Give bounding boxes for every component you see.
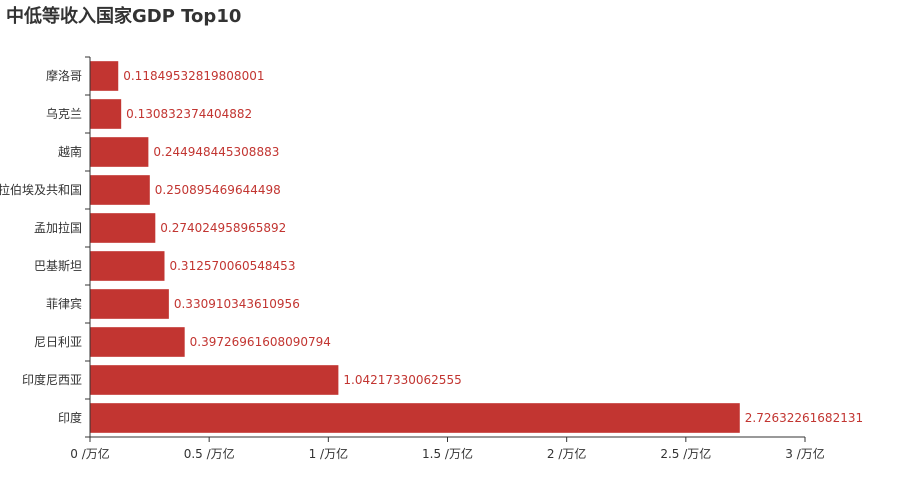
x-tick-label: 1 /万亿: [309, 446, 349, 461]
x-tick-label: 0.5 /万亿: [184, 446, 235, 461]
bar-value-label: 0.130832374404882: [126, 107, 252, 121]
category-label: 越南: [58, 144, 82, 159]
bar-value-label: 1.04217330062555: [343, 373, 461, 387]
bar-value-label: 0.39726961608090794: [190, 335, 331, 349]
y-axis: 摩洛哥乌克兰越南阿拉伯埃及共和国孟加拉国巴基斯坦菲律宾尼日利亚印度尼西亚印度: [0, 56, 91, 438]
category-label: 印度: [58, 410, 82, 425]
bar-value-label: 0.244948445308883: [153, 145, 279, 159]
category-label: 阿拉伯埃及共和国: [0, 182, 82, 197]
bar-value-label: 2.72632261682131: [745, 411, 863, 425]
x-tick-label: 0 /万亿: [70, 446, 110, 461]
x-tick-label: 2.5 /万亿: [660, 446, 711, 461]
bar: [90, 61, 119, 91]
bar: [90, 327, 185, 357]
bar: [90, 403, 740, 433]
bar: [90, 175, 150, 205]
category-label: 尼日利亚: [34, 335, 82, 349]
category-label: 乌克兰: [46, 106, 82, 121]
bar: [90, 137, 149, 167]
x-axis: 0 /万亿 0.5 /万亿 1 /万亿 1.5 /万亿 2 /万亿 2.5 /万亿 3 /万…: [70, 436, 825, 461]
category-label: 菲律宾: [46, 296, 82, 311]
category-label: 印度尼西亚: [22, 372, 82, 387]
x-tick-label: 1.5 /万亿: [422, 446, 473, 461]
bar: [90, 251, 165, 281]
bar-value-label: 0.330910343610956: [174, 297, 300, 311]
bars-group: 0.11849532819808001 0.130832374404882 0.24…: [90, 61, 863, 433]
x-tick-label: 3 /万亿: [785, 446, 825, 461]
category-label: 孟加拉国: [34, 220, 82, 235]
bar: [90, 289, 169, 319]
bar-value-label: 0.274024958965892: [160, 221, 286, 235]
chart-title: 中低等收入国家GDP Top10: [6, 6, 242, 27]
x-tick-label: 2 /万亿: [547, 446, 587, 461]
category-label: 摩洛哥: [46, 68, 82, 83]
bar-value-label: 0.312570060548453: [169, 259, 295, 273]
bar-value-label: 0.250895469644498: [155, 183, 281, 197]
bar: [90, 99, 122, 129]
bar: [90, 365, 339, 395]
bar: [90, 213, 156, 243]
bar-value-label: 0.11849532819808001: [123, 69, 264, 83]
category-label: 巴基斯坦: [34, 259, 82, 273]
